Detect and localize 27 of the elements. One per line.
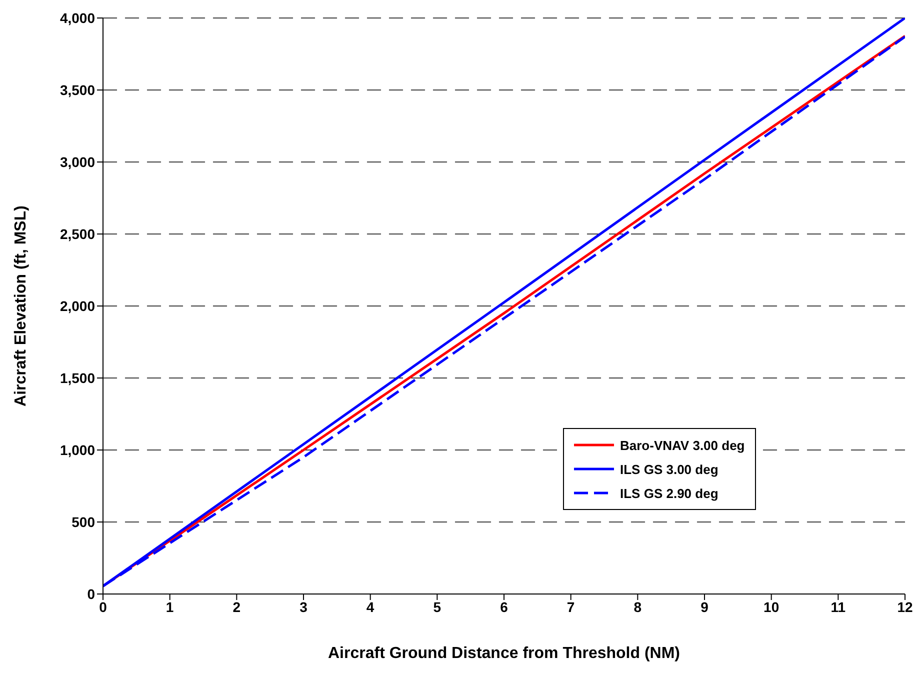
y-tick-label: 3,500 [60,82,96,98]
x-tick-label: 1 [166,598,174,615]
x-tick-label: 0 [99,598,108,615]
x-tick-label: 7 [566,598,575,615]
x-tick-label: 3 [300,598,308,615]
x-tick-label: 6 [500,598,508,615]
x-tick-label: 2 [232,598,241,615]
x-axis-title: Aircraft Ground Distance from Threshold (NM) [328,645,680,662]
x-tick-label: 9 [700,598,709,615]
y-tick-label: 0 [87,586,96,602]
x-tick-label: 10 [764,598,780,615]
legend-label: ILS GS 2.90 deg [620,486,718,500]
x-tick-label: 11 [830,598,846,615]
y-tick-label: 2,000 [60,298,96,314]
legend-label: ILS GS 3.00 deg [620,462,718,476]
x-tick-label: 12 [897,598,913,615]
y-tick-label: 2,500 [60,226,96,242]
y-tick-label: 500 [72,514,96,530]
y-tick-label: 3,000 [60,154,96,170]
y-tick-label: 1,000 [60,442,96,458]
x-tick-label: 8 [634,598,642,615]
x-tick-label: 5 [433,598,442,615]
y-tick-label: 1,500 [60,370,96,386]
x-tick-label: 4 [366,598,374,615]
y-tick-label: 4,000 [60,10,96,26]
y-axis-title: Aircraft Elevation (ft, MSL) [12,206,30,406]
legend-label: Baro-VNAV 3.00 deg [620,438,745,452]
